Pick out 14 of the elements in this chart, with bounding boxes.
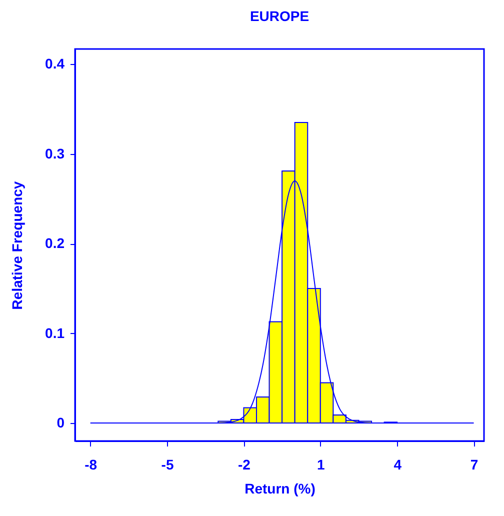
x-axis-title: Return (%) (244, 480, 316, 496)
x-tick-label: -5 (161, 456, 174, 472)
x-tick-label: -2 (238, 456, 251, 472)
y-tick-label: 0.2 (45, 235, 65, 252)
x-tick-label: 7 (470, 456, 478, 472)
x-tick-label: -8 (84, 456, 98, 472)
y-tick-label: 0.4 (45, 56, 65, 72)
y-tick-label: 0 (56, 414, 65, 431)
y-tick-label: 0.1 (45, 324, 65, 341)
y-tick-label: 0.3 (45, 145, 65, 162)
chart-title: EUROPE (250, 8, 310, 24)
x-tick-label: 1 (317, 456, 325, 472)
x-tick-label: 4 (394, 456, 402, 472)
y-axis-title: Relative Frequency (9, 181, 26, 310)
